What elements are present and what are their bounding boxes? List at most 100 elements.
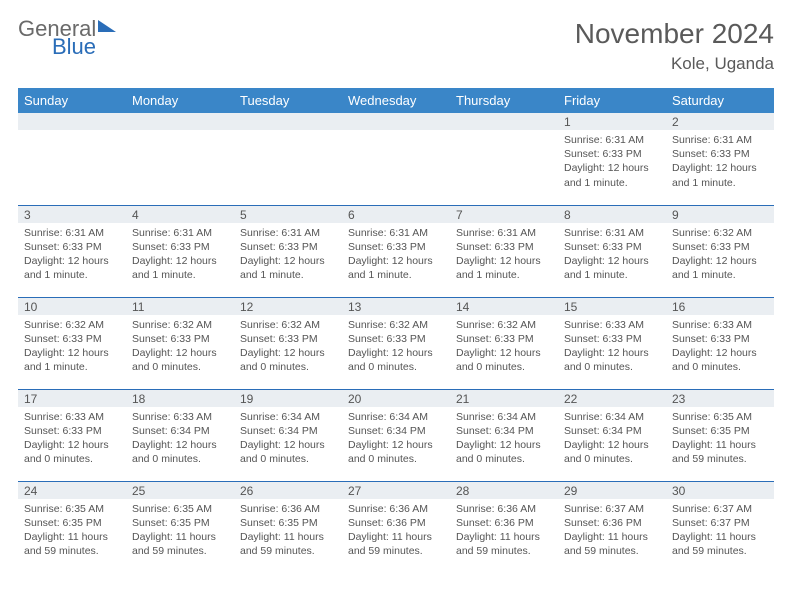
day-body: Sunrise: 6:31 AMSunset: 6:33 PMDaylight:… — [126, 223, 234, 287]
day-number: 24 — [18, 482, 126, 499]
day-number: 1 — [558, 113, 666, 130]
sunrise-text: Sunrise: 6:34 AM — [240, 410, 336, 424]
day-body: Sunrise: 6:31 AMSunset: 6:33 PMDaylight:… — [558, 130, 666, 194]
calendar-day-cell: 9Sunrise: 6:32 AMSunset: 6:33 PMDaylight… — [666, 205, 774, 297]
day-body: Sunrise: 6:33 AMSunset: 6:33 PMDaylight:… — [666, 315, 774, 379]
calendar-week-row: 3Sunrise: 6:31 AMSunset: 6:33 PMDaylight… — [18, 205, 774, 297]
sunrise-text: Sunrise: 6:31 AM — [456, 226, 552, 240]
sunset-text: Sunset: 6:34 PM — [132, 424, 228, 438]
day-body: Sunrise: 6:35 AMSunset: 6:35 PMDaylight:… — [666, 407, 774, 471]
daylight-text: Daylight: 11 hours and 59 minutes. — [132, 530, 228, 558]
calendar-day-cell: 28Sunrise: 6:36 AMSunset: 6:36 PMDayligh… — [450, 481, 558, 573]
sunrise-text: Sunrise: 6:34 AM — [456, 410, 552, 424]
sunrise-text: Sunrise: 6:31 AM — [132, 226, 228, 240]
logo: General Blue — [18, 18, 116, 58]
sunrise-text: Sunrise: 6:33 AM — [672, 318, 768, 332]
daylight-text: Daylight: 12 hours and 0 minutes. — [24, 438, 120, 466]
day-body: Sunrise: 6:31 AMSunset: 6:33 PMDaylight:… — [450, 223, 558, 287]
weekday-header-row: SundayMondayTuesdayWednesdayThursdayFrid… — [18, 88, 774, 113]
daylight-text: Daylight: 12 hours and 1 minute. — [456, 254, 552, 282]
sunset-text: Sunset: 6:33 PM — [564, 147, 660, 161]
calendar-day-cell — [234, 113, 342, 205]
day-body: Sunrise: 6:36 AMSunset: 6:36 PMDaylight:… — [450, 499, 558, 563]
day-number: 8 — [558, 206, 666, 223]
sunset-text: Sunset: 6:33 PM — [456, 240, 552, 254]
calendar-day-cell: 4Sunrise: 6:31 AMSunset: 6:33 PMDaylight… — [126, 205, 234, 297]
sunset-text: Sunset: 6:33 PM — [564, 332, 660, 346]
daylight-text: Daylight: 11 hours and 59 minutes. — [348, 530, 444, 558]
calendar-day-cell: 14Sunrise: 6:32 AMSunset: 6:33 PMDayligh… — [450, 297, 558, 389]
month-title: November 2024 — [575, 18, 774, 50]
sunset-text: Sunset: 6:34 PM — [348, 424, 444, 438]
calendar-day-cell: 19Sunrise: 6:34 AMSunset: 6:34 PMDayligh… — [234, 389, 342, 481]
sunrise-text: Sunrise: 6:31 AM — [564, 133, 660, 147]
sunset-text: Sunset: 6:33 PM — [132, 240, 228, 254]
sunrise-text: Sunrise: 6:31 AM — [24, 226, 120, 240]
day-number: 27 — [342, 482, 450, 499]
daylight-text: Daylight: 12 hours and 0 minutes. — [240, 346, 336, 374]
day-number — [342, 113, 450, 130]
logo-word2: Blue — [52, 36, 116, 58]
calendar-day-cell: 30Sunrise: 6:37 AMSunset: 6:37 PMDayligh… — [666, 481, 774, 573]
sunset-text: Sunset: 6:33 PM — [132, 332, 228, 346]
calendar-day-cell: 26Sunrise: 6:36 AMSunset: 6:35 PMDayligh… — [234, 481, 342, 573]
daylight-text: Daylight: 12 hours and 1 minute. — [672, 161, 768, 189]
daylight-text: Daylight: 12 hours and 0 minutes. — [456, 438, 552, 466]
daylight-text: Daylight: 12 hours and 1 minute. — [564, 161, 660, 189]
sunrise-text: Sunrise: 6:33 AM — [24, 410, 120, 424]
weekday-header: Saturday — [666, 88, 774, 113]
day-body: Sunrise: 6:34 AMSunset: 6:34 PMDaylight:… — [342, 407, 450, 471]
daylight-text: Daylight: 12 hours and 0 minutes. — [564, 438, 660, 466]
day-body: Sunrise: 6:33 AMSunset: 6:33 PMDaylight:… — [18, 407, 126, 471]
sunset-text: Sunset: 6:37 PM — [672, 516, 768, 530]
sunrise-text: Sunrise: 6:31 AM — [240, 226, 336, 240]
calendar-day-cell: 8Sunrise: 6:31 AMSunset: 6:33 PMDaylight… — [558, 205, 666, 297]
sunset-text: Sunset: 6:36 PM — [456, 516, 552, 530]
day-body: Sunrise: 6:32 AMSunset: 6:33 PMDaylight:… — [18, 315, 126, 379]
daylight-text: Daylight: 11 hours and 59 minutes. — [564, 530, 660, 558]
sunset-text: Sunset: 6:33 PM — [564, 240, 660, 254]
day-number: 13 — [342, 298, 450, 315]
sunset-text: Sunset: 6:35 PM — [672, 424, 768, 438]
day-body: Sunrise: 6:37 AMSunset: 6:37 PMDaylight:… — [666, 499, 774, 563]
day-body — [18, 130, 126, 137]
day-body: Sunrise: 6:35 AMSunset: 6:35 PMDaylight:… — [18, 499, 126, 563]
calendar-day-cell: 2Sunrise: 6:31 AMSunset: 6:33 PMDaylight… — [666, 113, 774, 205]
day-number: 19 — [234, 390, 342, 407]
day-body: Sunrise: 6:31 AMSunset: 6:33 PMDaylight:… — [234, 223, 342, 287]
daylight-text: Daylight: 12 hours and 1 minute. — [348, 254, 444, 282]
day-body: Sunrise: 6:32 AMSunset: 6:33 PMDaylight:… — [126, 315, 234, 379]
calendar-day-cell: 16Sunrise: 6:33 AMSunset: 6:33 PMDayligh… — [666, 297, 774, 389]
day-number: 30 — [666, 482, 774, 499]
sunrise-text: Sunrise: 6:31 AM — [348, 226, 444, 240]
sunrise-text: Sunrise: 6:32 AM — [240, 318, 336, 332]
day-body: Sunrise: 6:31 AMSunset: 6:33 PMDaylight:… — [666, 130, 774, 194]
day-body — [234, 130, 342, 137]
day-number: 14 — [450, 298, 558, 315]
day-body: Sunrise: 6:31 AMSunset: 6:33 PMDaylight:… — [342, 223, 450, 287]
day-body: Sunrise: 6:33 AMSunset: 6:33 PMDaylight:… — [558, 315, 666, 379]
day-number: 16 — [666, 298, 774, 315]
sunrise-text: Sunrise: 6:34 AM — [564, 410, 660, 424]
daylight-text: Daylight: 11 hours and 59 minutes. — [240, 530, 336, 558]
day-number: 25 — [126, 482, 234, 499]
day-body — [342, 130, 450, 137]
calendar-day-cell: 22Sunrise: 6:34 AMSunset: 6:34 PMDayligh… — [558, 389, 666, 481]
sunset-text: Sunset: 6:34 PM — [456, 424, 552, 438]
calendar-day-cell: 23Sunrise: 6:35 AMSunset: 6:35 PMDayligh… — [666, 389, 774, 481]
sunrise-text: Sunrise: 6:37 AM — [672, 502, 768, 516]
daylight-text: Daylight: 12 hours and 0 minutes. — [348, 346, 444, 374]
day-body: Sunrise: 6:32 AMSunset: 6:33 PMDaylight:… — [666, 223, 774, 287]
sunrise-text: Sunrise: 6:36 AM — [240, 502, 336, 516]
weekday-header: Tuesday — [234, 88, 342, 113]
sunrise-text: Sunrise: 6:33 AM — [564, 318, 660, 332]
day-number: 12 — [234, 298, 342, 315]
day-body: Sunrise: 6:34 AMSunset: 6:34 PMDaylight:… — [234, 407, 342, 471]
logo-triangle-icon — [98, 20, 116, 32]
daylight-text: Daylight: 12 hours and 0 minutes. — [132, 346, 228, 374]
daylight-text: Daylight: 12 hours and 1 minute. — [132, 254, 228, 282]
day-body: Sunrise: 6:32 AMSunset: 6:33 PMDaylight:… — [342, 315, 450, 379]
day-number: 26 — [234, 482, 342, 499]
day-number: 9 — [666, 206, 774, 223]
day-body — [126, 130, 234, 137]
